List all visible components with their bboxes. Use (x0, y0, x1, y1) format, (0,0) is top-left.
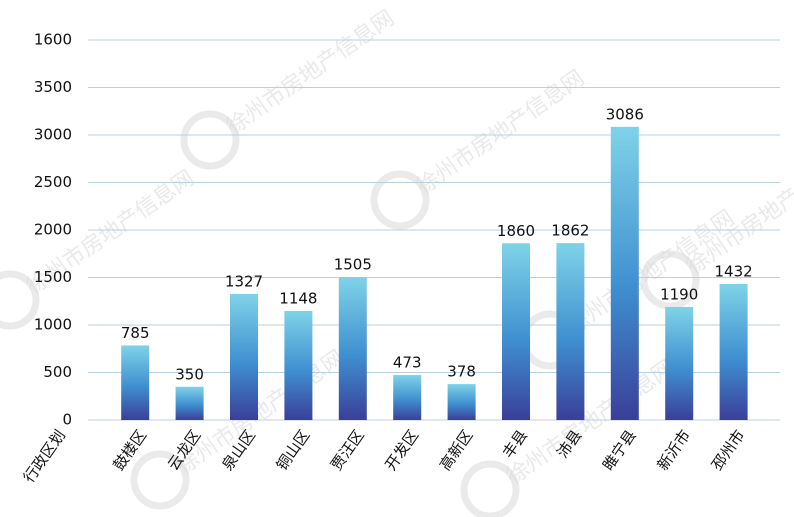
value-label: 1505 (334, 256, 372, 274)
x-tick-label: 开发区 (382, 427, 423, 474)
bar (502, 243, 530, 420)
value-label: 1327 (225, 272, 263, 290)
bar (447, 384, 476, 420)
y-tick-label: 0 (62, 411, 72, 429)
watermark-logo (130, 450, 190, 510)
watermark-logo (180, 110, 240, 170)
watermark-logo (640, 250, 700, 310)
x-tick-label: 睢宁县 (599, 427, 640, 474)
value-label: 473 (393, 354, 422, 372)
bar (338, 277, 367, 420)
bar (610, 126, 639, 420)
x-tick-label: 铜山区 (273, 427, 314, 474)
bar (393, 375, 422, 420)
y-tick-label: 2000 (34, 221, 72, 239)
watermark: 徐州市房地产信息网 (223, 6, 400, 140)
value-label: 1862 (551, 222, 589, 240)
x-tick-label: 高新区 (436, 427, 477, 474)
watermark-logo (0, 270, 40, 330)
y-tick-label: 500 (43, 363, 72, 381)
watermark-logo (370, 170, 430, 230)
bar (719, 283, 748, 420)
y-tick-label: 1500 (34, 268, 72, 286)
bar (175, 386, 204, 420)
bar (230, 293, 258, 420)
watermark: 徐州市房地产信息网 (413, 66, 590, 200)
x-tick-label: 鼓楼区 (110, 427, 151, 474)
y-tick-label: 1000 (34, 316, 72, 334)
x-tick-label: 邳州市 (708, 427, 749, 474)
value-label: 378 (447, 363, 476, 381)
y-tick-label: 3500 (34, 78, 72, 96)
x-tick-label: 新沂市 (654, 427, 695, 474)
watermark: 徐州市房地产信息网 (683, 146, 794, 280)
x-tick-label: 贾汪区 (327, 427, 368, 474)
value-label: 785 (121, 324, 150, 342)
bar (556, 243, 585, 420)
x-axis-label: 行政区划 (20, 427, 69, 486)
value-label: 350 (175, 365, 204, 383)
y-tick-label: 3000 (34, 126, 72, 144)
value-label: 1190 (660, 285, 698, 303)
y-tick-label: 1600 (34, 31, 72, 49)
bar (665, 306, 694, 420)
bar (121, 345, 150, 420)
watermark-logo (460, 460, 520, 517)
y-tick-label: 2500 (34, 173, 72, 191)
value-label: 1432 (715, 262, 753, 280)
value-label: 1148 (279, 289, 317, 307)
bar (284, 310, 313, 420)
value-label: 3086 (606, 105, 644, 123)
value-label: 1860 (497, 222, 535, 240)
